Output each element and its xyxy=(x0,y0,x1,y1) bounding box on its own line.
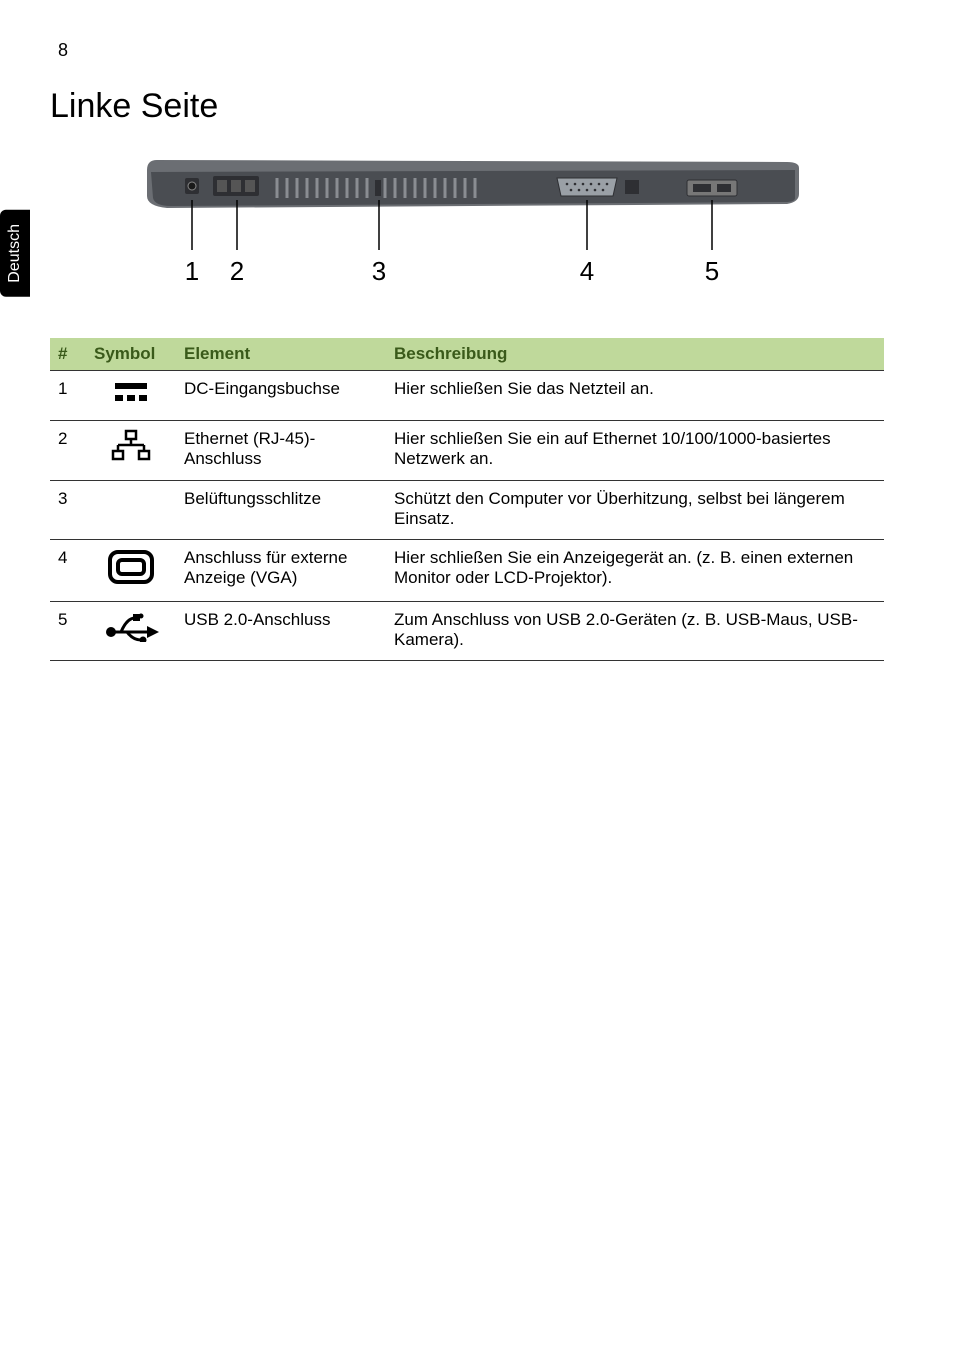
row-element: USB 2.0-Anschluss xyxy=(176,602,386,661)
page-number: 8 xyxy=(58,40,884,61)
callout-3: 3 xyxy=(372,256,386,286)
row-num: 1 xyxy=(50,371,86,421)
language-tab: Deutsch xyxy=(0,210,30,297)
col-element: Element xyxy=(176,338,386,371)
spec-table: # Symbol Element Beschreibung 1 DC-Einga… xyxy=(50,338,884,661)
row-num: 5 xyxy=(50,602,86,661)
vga-icon xyxy=(86,540,176,602)
callout-2: 2 xyxy=(230,256,244,286)
no-icon xyxy=(86,481,176,540)
row-desc: Zum Anschluss von USB 2.0-Geräten (z. B.… xyxy=(386,602,884,661)
table-row: 3 Belüftungsschlitze Schützt den Compute… xyxy=(50,481,884,540)
row-element: Ethernet (RJ-45)-Anschluss xyxy=(176,421,386,481)
row-num: 3 xyxy=(50,481,86,540)
row-element: Anschluss für externe Anzeige (VGA) xyxy=(176,540,386,602)
ethernet-icon xyxy=(86,421,176,481)
table-row: 5 USB 2.0-Anschluss Zum Anschluss von US xyxy=(50,602,884,661)
col-symbol: Symbol xyxy=(86,338,176,371)
row-num: 4 xyxy=(50,540,86,602)
callout-4: 4 xyxy=(580,256,594,286)
callout-1: 1 xyxy=(185,256,199,286)
col-desc: Beschreibung xyxy=(386,338,884,371)
dc-power-icon xyxy=(86,371,176,421)
col-num: # xyxy=(50,338,86,371)
table-row: 4 Anschluss für externe Anzeige (VGA) Hi… xyxy=(50,540,884,602)
page-title: Linke Seite xyxy=(50,87,884,126)
row-element: Belüftungsschlitze xyxy=(176,481,386,540)
laptop-side-diagram: 1 2 3 4 5 xyxy=(50,150,884,310)
table-row: 1 DC-Eingangsbuchse Hier schließen Sie d… xyxy=(50,371,884,421)
row-desc: Schützt den Computer vor Überhitzung, se… xyxy=(386,481,884,540)
row-num: 2 xyxy=(50,421,86,481)
row-desc: Hier schließen Sie ein auf Ethernet 10/1… xyxy=(386,421,884,481)
row-desc: Hier schließen Sie das Netzteil an. xyxy=(386,371,884,421)
callout-5: 5 xyxy=(705,256,719,286)
table-row: 2 Ethernet (RJ-45)-Anschluss Hier schlie… xyxy=(50,421,884,481)
usb-icon xyxy=(86,602,176,661)
row-element: DC-Eingangsbuchse xyxy=(176,371,386,421)
row-desc: Hier schließen Sie ein Anzeigegerät an. … xyxy=(386,540,884,602)
